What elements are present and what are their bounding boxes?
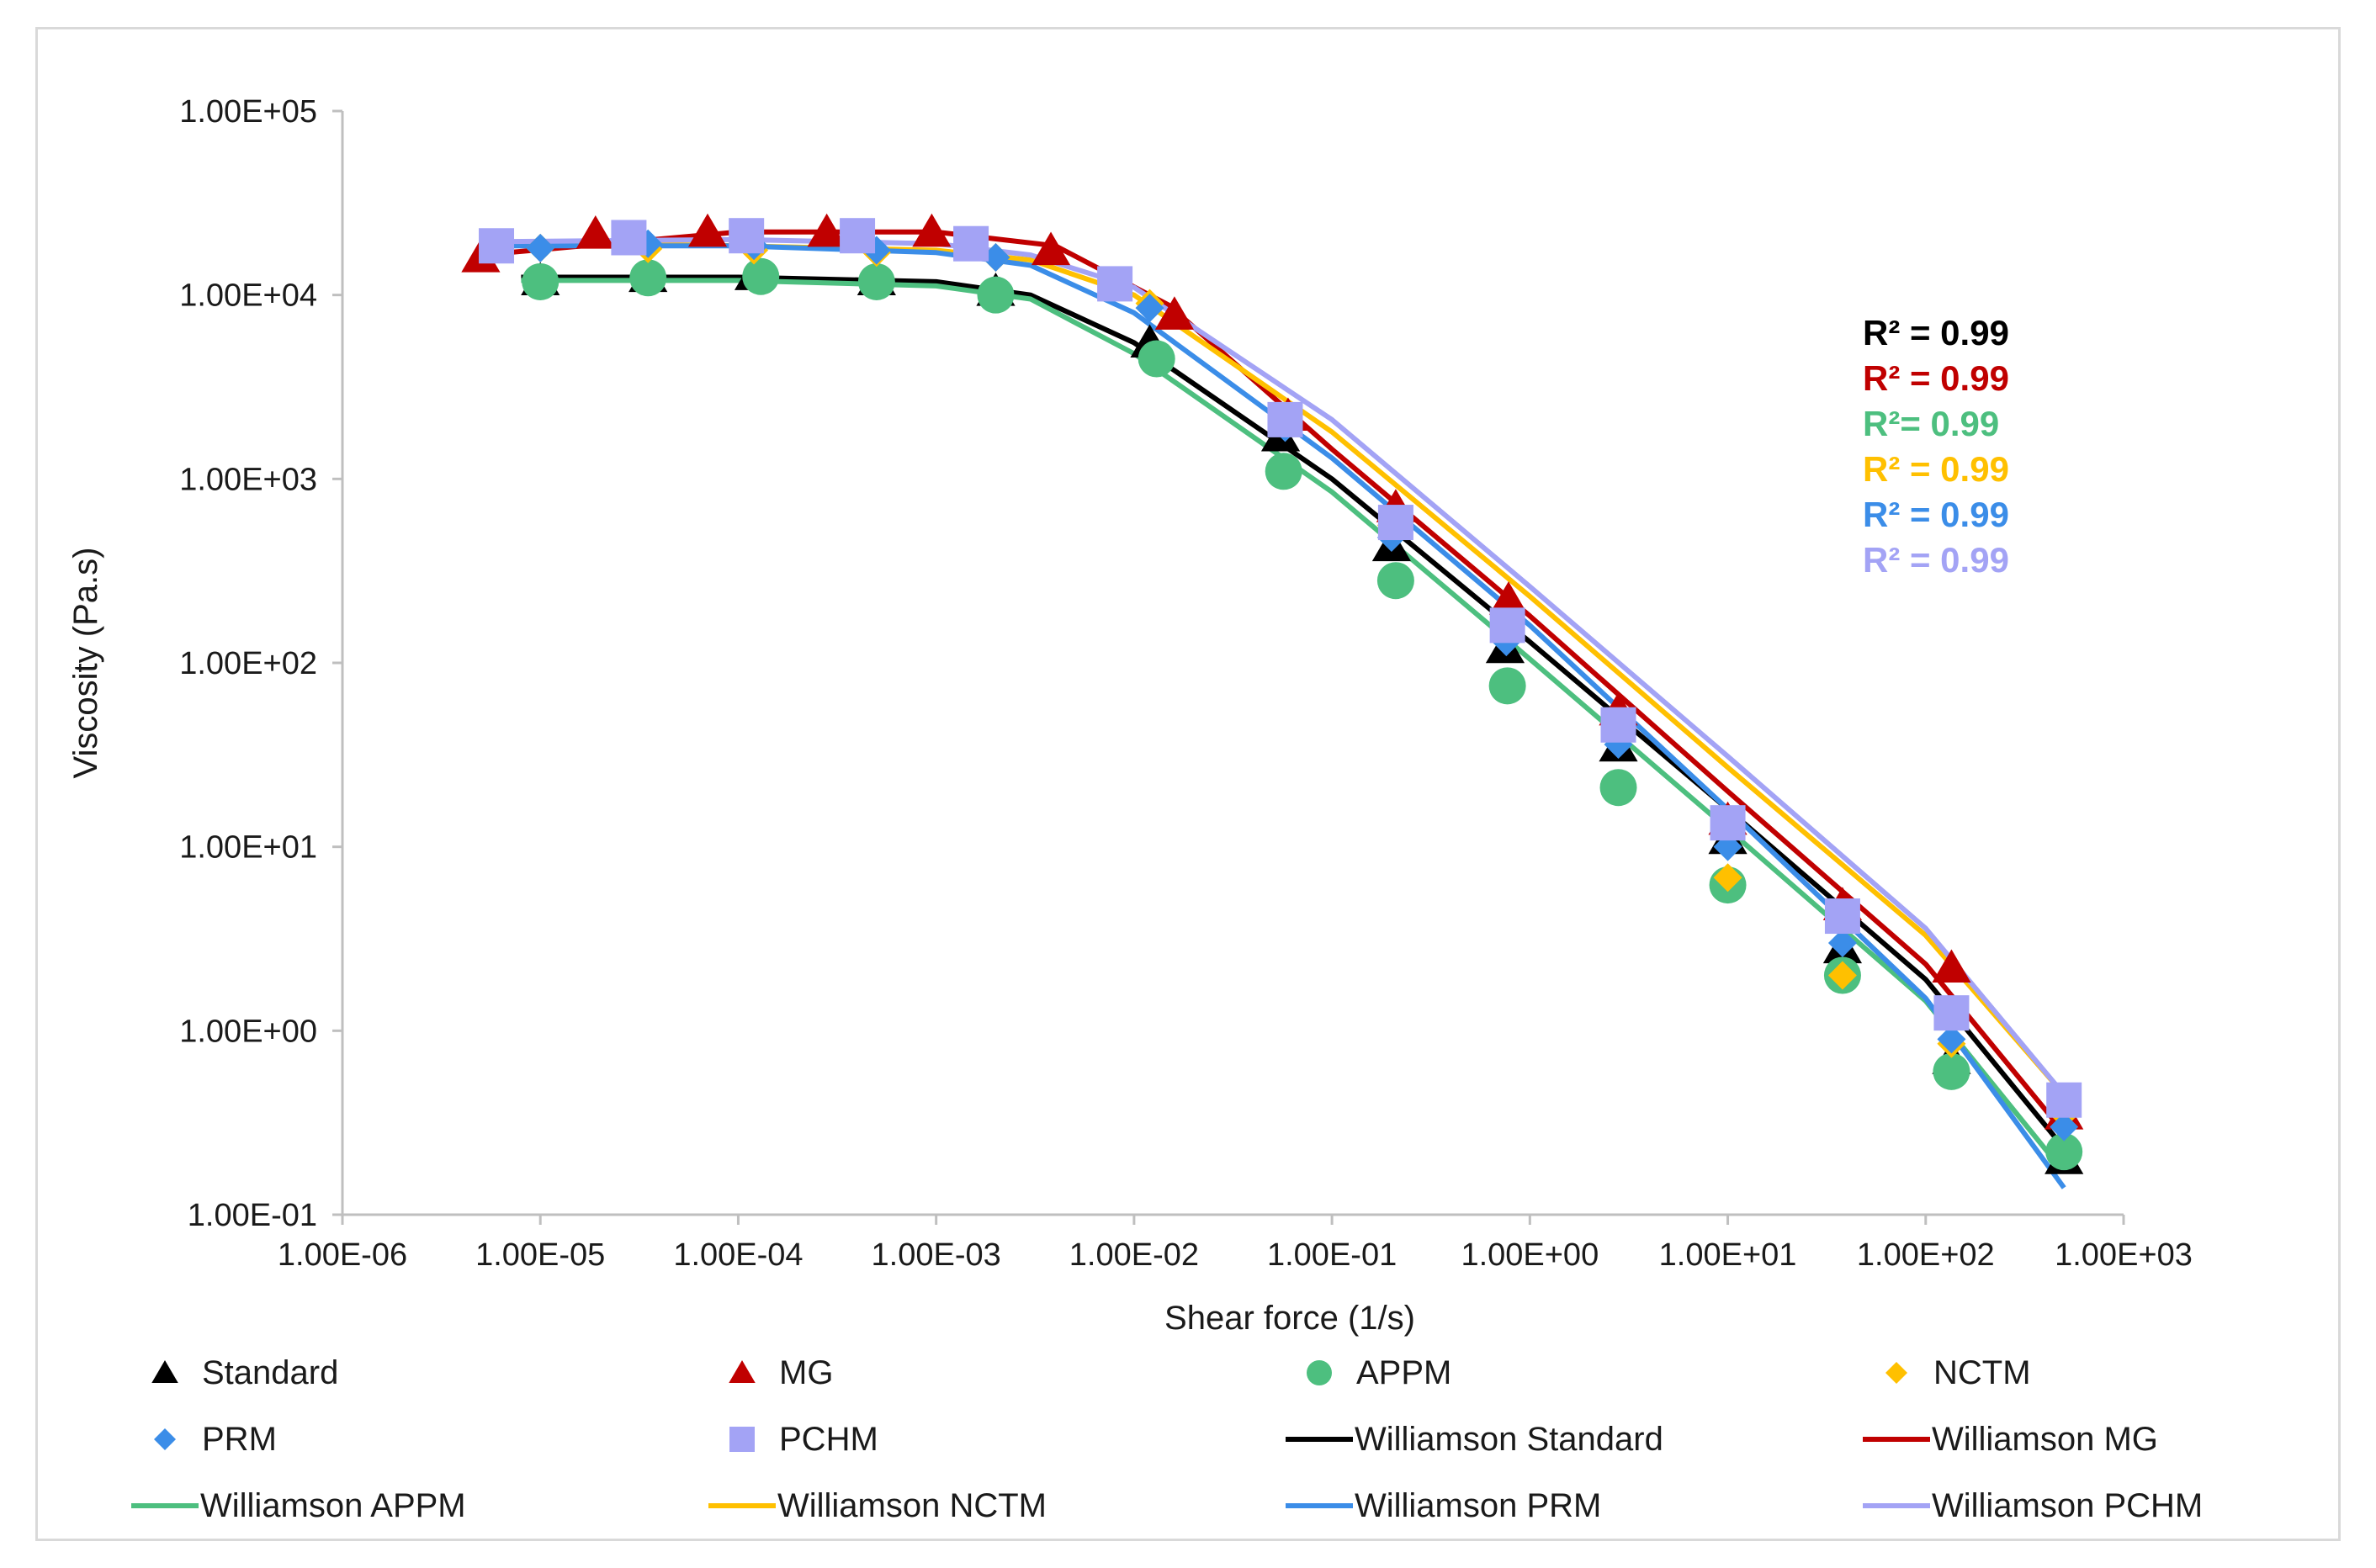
y-tick-label: 1.00E+02 xyxy=(179,646,317,681)
legend-swatch-appm xyxy=(1307,1360,1332,1385)
fit-lines xyxy=(480,229,2066,1189)
y-tick-label: 1.00E+00 xyxy=(179,1014,317,1049)
x-tick-label: 1.00E-01 xyxy=(1267,1237,1397,1273)
y-tick-label: 1.00E+01 xyxy=(179,830,317,866)
legend-swatch-prm xyxy=(154,1428,176,1450)
legend-label: Williamson PRM xyxy=(1355,1487,1601,1524)
fit-line-williamson-standard xyxy=(521,274,2066,1150)
data-point-pchm xyxy=(1600,707,1636,743)
x-tick-label: 1.00E-05 xyxy=(475,1237,605,1273)
data-point-appm xyxy=(2045,1133,2083,1171)
data-point-appm xyxy=(1488,667,1526,705)
y-tick-label: 1.00E-01 xyxy=(188,1198,317,1233)
data-point-appm xyxy=(1138,340,1175,378)
data-point-pchm xyxy=(953,225,989,262)
data-point-pchm xyxy=(729,218,765,254)
data-point-pchm xyxy=(2046,1082,2082,1118)
y-tick-label: 1.00E+03 xyxy=(179,462,317,497)
data-point-nctm xyxy=(1827,961,1857,990)
x-tick-label: 1.00E+03 xyxy=(2055,1237,2193,1273)
data-point-pchm xyxy=(840,218,876,254)
r2-annotation: R² = 0.99 xyxy=(1863,313,2009,352)
data-point-pchm xyxy=(1377,505,1413,541)
data-markers xyxy=(461,213,2084,1174)
data-point-appm xyxy=(742,257,780,295)
data-point-appm xyxy=(1376,562,1414,600)
data-point-pchm xyxy=(1489,607,1525,644)
data-point-appm xyxy=(977,276,1015,314)
r2-annotation: R² = 0.99 xyxy=(1863,540,2009,580)
x-tick-label: 1.00E-02 xyxy=(1069,1237,1199,1273)
data-point-appm xyxy=(1933,1052,1970,1090)
legend-swatch-pchm xyxy=(729,1427,755,1452)
data-point-mg xyxy=(807,213,846,247)
data-point-prm xyxy=(1827,929,1857,958)
r2-annotation: R²= 0.99 xyxy=(1863,404,1999,443)
r2-annotation: R² = 0.99 xyxy=(1863,495,2009,534)
data-point-prm xyxy=(526,233,555,262)
x-tick-label: 1.00E+00 xyxy=(1461,1237,1599,1273)
legend-label: Williamson MG xyxy=(1932,1421,2158,1458)
legend-swatch-mg xyxy=(729,1360,756,1383)
data-point-pchm xyxy=(611,220,647,256)
data-point-pchm xyxy=(1097,266,1133,302)
x-tick-label: 1.00E-06 xyxy=(278,1237,407,1273)
legend-label: Williamson PCHM xyxy=(1932,1487,2203,1524)
chart-frame xyxy=(35,27,2341,1541)
data-point-mg xyxy=(575,215,615,249)
legend-label: Williamson NCTM xyxy=(777,1487,1047,1524)
y-tick-label: 1.00E+05 xyxy=(179,94,317,130)
x-tick-label: 1.00E+02 xyxy=(1857,1237,1995,1273)
legend-label: APPM xyxy=(1356,1354,1451,1391)
data-point-pchm xyxy=(1824,898,1860,935)
data-point-nctm xyxy=(1713,863,1742,893)
legend-label: MG xyxy=(779,1354,833,1391)
data-point-pchm xyxy=(1267,401,1303,437)
legend-label: NCTM xyxy=(1933,1354,2031,1391)
data-point-appm xyxy=(522,262,560,300)
x-tick-label: 1.00E-04 xyxy=(673,1237,803,1273)
r2-annotation: R² = 0.99 xyxy=(1863,449,2009,489)
data-point-appm xyxy=(1599,769,1637,807)
data-point-pchm xyxy=(479,228,515,264)
legend-label: Williamson APPM xyxy=(200,1487,466,1524)
data-point-appm xyxy=(857,262,895,300)
y-axis-title: Viscosity (Pa.s) xyxy=(67,548,104,779)
y-ticks: 1.00E-01 1.00E+00 1.00E+01 1.00E+02 1.00E+03… xyxy=(179,94,342,1233)
data-point-appm xyxy=(629,259,667,297)
data-point-pchm xyxy=(1710,805,1746,841)
legend-label: Standard xyxy=(202,1354,338,1391)
x-tick-label: 1.00E-03 xyxy=(872,1237,1001,1273)
data-point-mg xyxy=(1031,231,1071,266)
legend-label: Williamson Standard xyxy=(1355,1421,1663,1458)
data-point-mg xyxy=(687,213,728,247)
data-point-mg xyxy=(1932,949,1971,983)
data-point-prm xyxy=(1937,1025,1966,1054)
x-axis-title: Shear force (1/s) xyxy=(1164,1300,1415,1337)
data-point-prm xyxy=(1135,294,1164,323)
legend-swatch-nctm xyxy=(1885,1362,1907,1384)
legend-label: PCHM xyxy=(779,1421,878,1458)
data-point-mg xyxy=(1154,296,1195,330)
legend: Standard MG APPM NCTM PRM PCHM Williamson Stan… xyxy=(131,1354,2203,1524)
r2-annotation: R² = 0.99 xyxy=(1863,358,2009,398)
data-point-prm xyxy=(2050,1112,2079,1142)
legend-label: PRM xyxy=(202,1421,277,1458)
legend-swatch-standard xyxy=(151,1360,178,1383)
r2-annotations: R² = 0.99 R² = 0.99 R²= 0.99 R² = 0.99 R² = … xyxy=(1863,313,2009,580)
data-point-mg xyxy=(912,213,952,247)
fit-line-williamson-mg xyxy=(480,229,2066,1135)
data-point-mg xyxy=(1488,581,1529,615)
x-tick-label: 1.00E+01 xyxy=(1659,1237,1797,1273)
data-point-appm xyxy=(1265,453,1302,490)
y-tick-label: 1.00E+04 xyxy=(179,278,317,314)
x-ticks: 1.00E-06 1.00E-05 1.00E-04 1.00E-03 1.00E-02… xyxy=(278,1215,2193,1273)
data-point-pchm xyxy=(1933,995,1970,1031)
